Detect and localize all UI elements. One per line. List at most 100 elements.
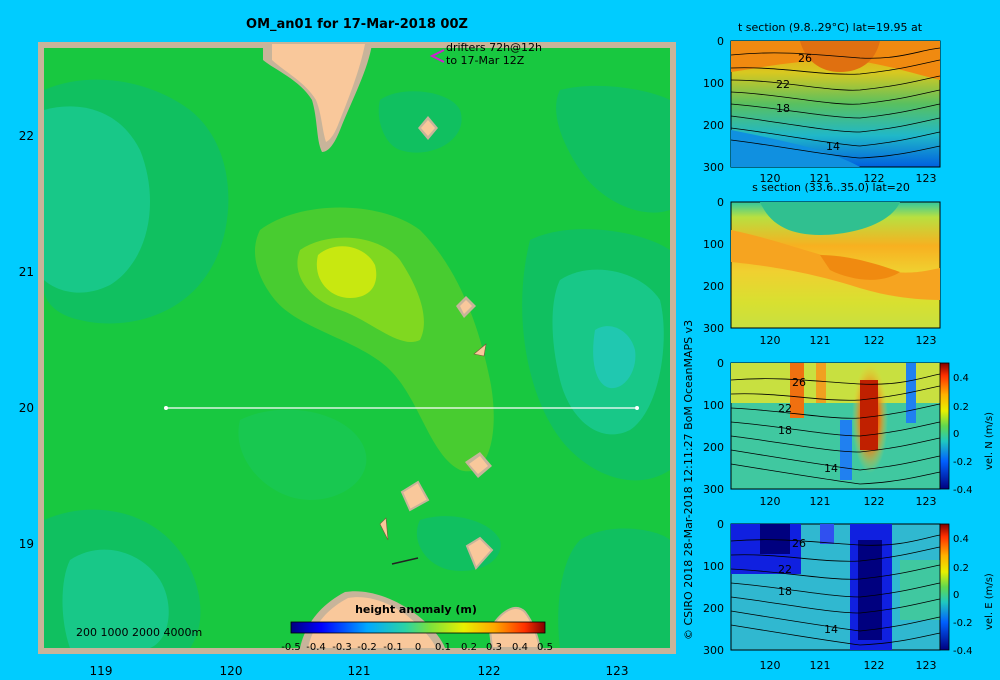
depth-tick: 200 [703, 602, 724, 615]
colorbar-tick: 0.5 [537, 642, 553, 653]
vel-e-colorbar-tick: -0.4 [953, 646, 973, 657]
section-contours [730, 373, 941, 485]
colorbar-tick: 0.4 [512, 642, 528, 653]
vel-e-colorbar [939, 523, 950, 651]
lon-tick-label: 119 [90, 664, 113, 678]
colorbar-tick: -0.1 [383, 642, 403, 653]
colorbar-tick: 0.3 [486, 642, 502, 653]
temperature-section-panel: t section (9.8..29°C) lat=19.95 at 26 22… [730, 21, 941, 168]
land-areas [263, 44, 542, 649]
section-lon-tick: 122 [864, 172, 885, 185]
section-title: s section (33.6..35.0) lat=20 [752, 181, 910, 194]
velocity-north-section-panel: 26 22 18 14 0.4 0.2 0 -0.2 -0.4 vel. N (… [730, 362, 995, 496]
depth-tick: 200 [703, 119, 724, 132]
section-axes: 0 100 200 300 120 121 122 123 0 100 200 … [703, 35, 937, 672]
section-lon-tick: 123 [916, 334, 937, 347]
vel-e-colorbar-tick: -0.2 [953, 618, 973, 629]
section-contours [730, 534, 941, 646]
section-title: t section (9.8..29°C) lat=19.95 at [738, 21, 923, 34]
depth-tick: 200 [703, 280, 724, 293]
depth-tick: 0 [717, 518, 724, 531]
lat-tick-label: 22 [19, 129, 34, 143]
vel-e-colorbar-tick: 0.4 [953, 534, 969, 545]
vel-n-colorbar [939, 362, 950, 490]
velocity-east-section-panel: 26 22 18 14 0.4 0.2 0 -0.2 -0.4 vel. E (… [730, 523, 995, 657]
vel-n-colorbar-tick: -0.4 [953, 485, 973, 496]
colorbar-tick: -0.4 [306, 642, 326, 653]
section-lon-tick: 120 [760, 495, 781, 508]
depth-tick: 100 [703, 399, 724, 412]
depth-tick: 300 [703, 322, 724, 335]
lat-tick-label: 21 [19, 265, 34, 279]
height-anomaly-colorbar: height anomaly (m) -0.5 -0.4 -0.3 -0.2 -… [281, 603, 553, 653]
lon-tick-label: 120 [220, 664, 243, 678]
contour-label: 26 [798, 52, 812, 65]
drifters-legend-line2: to 17-Mar 12Z [446, 54, 525, 67]
vel-e-colorbar-tick: 0 [953, 590, 959, 601]
section-lon-tick: 123 [916, 659, 937, 672]
transect-start-marker [164, 406, 168, 410]
depth-tick: 0 [717, 35, 724, 48]
depth-tick: 300 [703, 644, 724, 657]
section-lon-tick: 122 [864, 334, 885, 347]
lon-tick-label: 123 [606, 664, 629, 678]
contour-label: 14 [824, 623, 838, 636]
section-contours [730, 47, 941, 159]
depth-tick: 0 [717, 357, 724, 370]
section-lon-tick: 120 [760, 172, 781, 185]
vel-e-colorbar-tick: 0.2 [953, 563, 969, 574]
colorbar-gradient [290, 621, 546, 634]
colorbar-tick: 0 [415, 642, 421, 653]
section-lon-tick: 123 [916, 172, 937, 185]
lon-tick-label: 122 [478, 664, 501, 678]
depth-tick: 300 [703, 161, 724, 174]
contour-label: 26 [792, 537, 806, 550]
credit-text: © CSIRO 2018 28-Mar-2018 12:11:27 BoM Oc… [682, 320, 695, 640]
vel-n-colorbar-tick: -0.2 [953, 457, 973, 468]
map-lat-axis: 22 21 20 19 [19, 129, 34, 551]
section-lon-tick: 122 [864, 659, 885, 672]
colorbar-tick: -0.3 [332, 642, 352, 653]
section-lon-tick: 121 [810, 172, 831, 185]
main-map: drifters 72h@12h to 17-Mar 12Z 200 1000 … [38, 41, 676, 654]
salinity-section-panel: s section (33.6..35.0) lat=20 [730, 181, 941, 329]
section-lon-tick: 122 [864, 495, 885, 508]
section-lon-tick: 123 [916, 495, 937, 508]
depth-tick: 100 [703, 238, 724, 251]
depth-tick: 300 [703, 483, 724, 496]
contour-label: 22 [778, 402, 792, 415]
depth-contours-note: 200 1000 2000 4000m [76, 626, 202, 639]
colorbar-tick: 0.1 [435, 642, 451, 653]
section-lon-tick: 121 [810, 495, 831, 508]
colorbar-title: height anomaly (m) [355, 603, 477, 616]
map-lon-axis: 119 120 121 122 123 [90, 664, 629, 678]
section-lon-tick: 120 [760, 334, 781, 347]
section-lon-tick: 121 [810, 659, 831, 672]
contour-label: 22 [778, 563, 792, 576]
vel-n-colorbar-tick: 0.2 [953, 402, 969, 413]
vel-e-colorbar-label: vel. E (m/s) [984, 573, 995, 630]
height-anomaly-field [44, 79, 670, 648]
vel-n-colorbar-tick: 0 [953, 429, 959, 440]
lat-tick-label: 19 [19, 537, 34, 551]
vel-n-colorbar-label: vel. N (m/s) [984, 412, 995, 470]
depth-tick: 100 [703, 77, 724, 90]
drifter-arrow-icon [429, 49, 445, 63]
colorbar-tick: -0.5 [281, 642, 301, 653]
vel-n-colorbar-tick: 0.4 [953, 373, 969, 384]
contour-label: 14 [826, 140, 840, 153]
contour-label: 18 [778, 424, 792, 437]
depth-tick: 100 [703, 560, 724, 573]
colorbar-ticks: -0.5 -0.4 -0.3 -0.2 -0.1 0 0.1 0.2 0.3 0… [281, 642, 553, 653]
lat-tick-label: 20 [19, 401, 34, 415]
map-title: OM_an01 for 17-Mar-2018 00Z [246, 17, 468, 32]
colorbar-tick: 0.2 [461, 642, 477, 653]
contour-label: 26 [792, 376, 806, 389]
section-lon-tick: 121 [810, 334, 831, 347]
transect-end-marker [635, 406, 639, 410]
contour-label: 22 [776, 78, 790, 91]
contour-label: 18 [778, 585, 792, 598]
lon-tick-label: 121 [348, 664, 371, 678]
depth-tick: 0 [717, 196, 724, 209]
